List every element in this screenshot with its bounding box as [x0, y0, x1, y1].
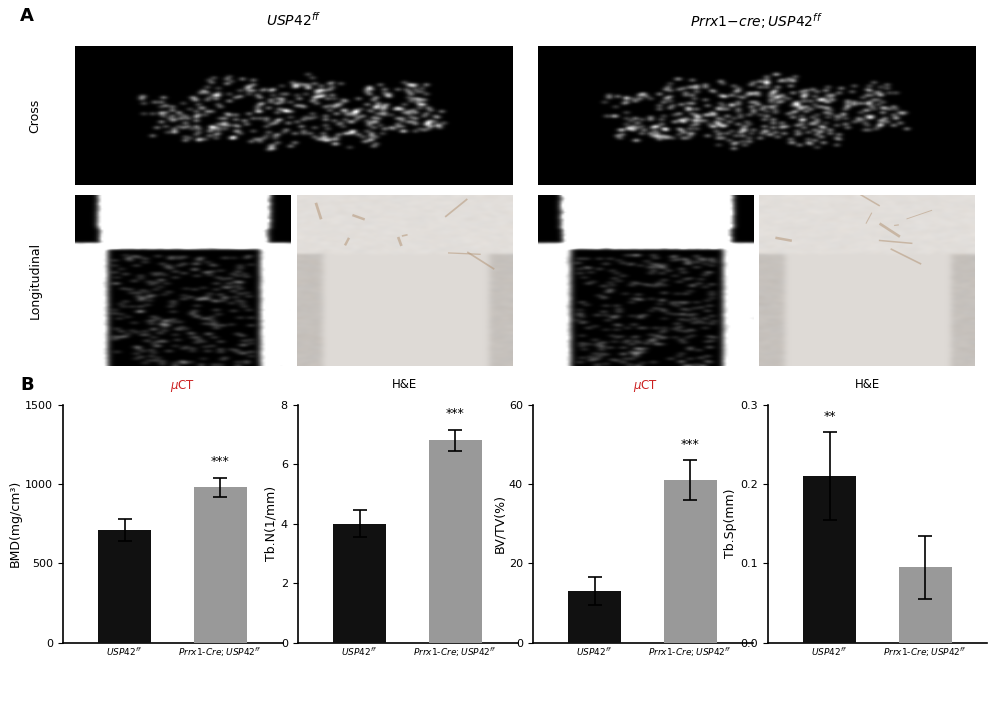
Y-axis label: Tb.Sp(mm): Tb.Sp(mm)	[724, 489, 737, 558]
Bar	[98, 530, 151, 643]
Text: ***: ***	[446, 408, 465, 420]
Bar	[194, 487, 247, 643]
Bar	[333, 524, 386, 643]
Text: H&E: H&E	[392, 378, 417, 391]
Bar	[568, 591, 621, 643]
Y-axis label: BV/TV(%): BV/TV(%)	[493, 494, 506, 553]
Text: A: A	[20, 7, 34, 25]
Text: H&E: H&E	[854, 378, 880, 391]
Text: ***: ***	[211, 455, 230, 468]
Bar	[803, 476, 856, 643]
Text: $\mu$CT: $\mu$CT	[170, 378, 195, 395]
Bar	[899, 567, 952, 643]
Text: B: B	[20, 376, 34, 394]
Text: Cross: Cross	[28, 99, 42, 133]
Y-axis label: Tb.N(1/mm): Tb.N(1/mm)	[265, 486, 278, 561]
Bar	[429, 440, 482, 643]
Text: **: **	[823, 410, 836, 423]
Text: ***: ***	[681, 437, 700, 451]
Y-axis label: BMD(mg/cm³): BMD(mg/cm³)	[9, 480, 22, 567]
Text: $\mu$CT: $\mu$CT	[633, 378, 658, 395]
Bar	[664, 480, 717, 643]
Text: $\it{USP42}$$^{\it{ff}}$: $\it{USP42}$$^{\it{ff}}$	[266, 11, 321, 28]
Text: $\it{Prrx1}$$\it{-cre;}$$\it{USP42}$$^{\it{ff}}$: $\it{Prrx1}$$\it{-cre;}$$\it{USP42}$$^{\…	[690, 11, 823, 31]
Text: Longitudinal: Longitudinal	[28, 241, 42, 319]
